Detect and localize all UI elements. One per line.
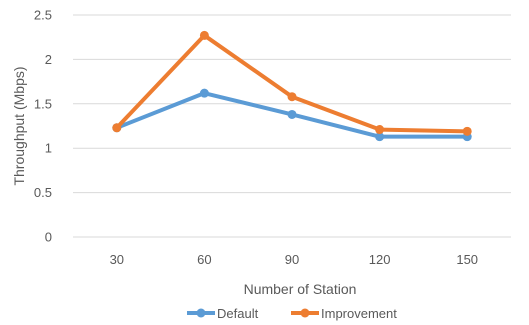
data-point [287, 109, 297, 119]
data-point [112, 123, 122, 133]
data-point [462, 126, 472, 136]
series-default [112, 88, 472, 142]
data-point [375, 125, 385, 135]
x-axis-title: Number of Station [244, 281, 357, 297]
x-tick-label: 30 [110, 252, 124, 267]
legend-label: Improvement [321, 306, 397, 321]
x-tick-label: 90 [285, 252, 299, 267]
legend-marker [300, 308, 310, 318]
legend-item-improvement: Improvement [291, 306, 397, 321]
series-improvement [112, 30, 472, 136]
y-tick-label: 0 [45, 230, 52, 245]
series-lines [112, 30, 472, 142]
y-axis-ticks: 0 0.5 1 1.5 2 2.5 [34, 8, 52, 245]
data-point [375, 132, 385, 142]
x-axis-ticks: 30 60 90 120 150 [110, 252, 478, 267]
legend: Default Improvement [187, 306, 397, 321]
data-point [199, 30, 209, 40]
gridlines [73, 14, 511, 238]
legend-marker [196, 308, 206, 318]
y-tick-label: 2 [45, 52, 52, 67]
y-tick-label: 1.5 [34, 96, 52, 111]
legend-label: Default [217, 306, 259, 321]
legend-item-default: Default [187, 306, 259, 321]
data-point [287, 92, 297, 102]
y-tick-label: 0.5 [34, 185, 52, 200]
data-point [199, 88, 209, 98]
x-tick-label: 120 [369, 252, 391, 267]
y-axis-title: Throughput (Mbps) [11, 66, 27, 185]
x-tick-label: 60 [197, 252, 211, 267]
x-tick-label: 150 [456, 252, 478, 267]
y-tick-label: 2.5 [34, 8, 52, 23]
y-tick-label: 1 [45, 141, 52, 156]
